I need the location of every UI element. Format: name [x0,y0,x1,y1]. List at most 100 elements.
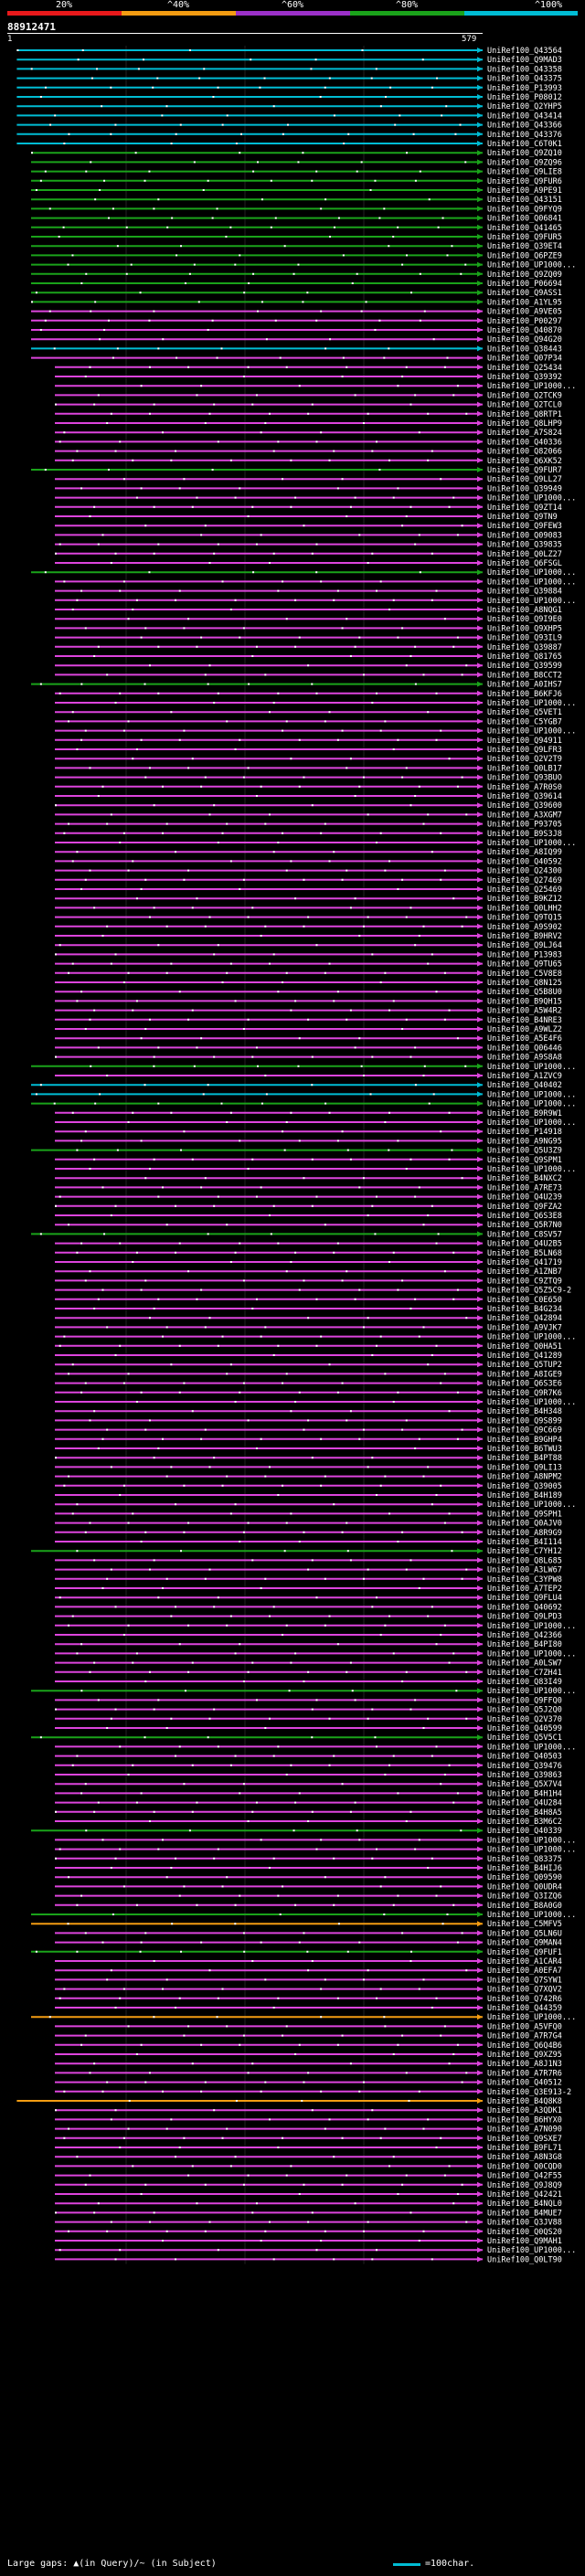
hit-label[interactable]: UniRef100_A8J1N3 [487,2060,562,2069]
hit-label[interactable]: UniRef100_Q2YHP5 [487,102,562,111]
hit-row[interactable]: UniRef100_A7S824 [55,429,562,438]
hit-label[interactable]: UniRef100_B9QH15 [487,997,562,1006]
hit-row[interactable]: UniRef100_A8N3G8 [55,2153,562,2162]
hit-row[interactable]: UniRef100_C5V8E8 [55,970,562,979]
hit-row[interactable]: UniRef100_Q38443 [31,345,562,354]
hit-label[interactable]: UniRef100_Q9FLU4 [487,1594,562,1603]
hit-row[interactable]: UniRef100_Q8RTP1 [55,410,562,419]
hit-row[interactable]: UniRef100_Q9FUR7 [31,466,562,475]
hit-row[interactable]: UniRef100_UP1000... [55,1500,576,1510]
hit-row[interactable]: UniRef100_Q9FEW3 [55,522,562,531]
hit-label[interactable]: UniRef100_C8SV57 [487,1230,562,1239]
hit-label[interactable]: UniRef100_UP1000... [487,1649,576,1659]
hit-row[interactable]: UniRef100_Q07P34 [31,355,562,364]
hit-label[interactable]: UniRef100_B5LN68 [487,1249,562,1258]
hit-row[interactable]: UniRef100_B8CCT2 [55,671,562,680]
hit-label[interactable]: UniRef100_Q39005 [487,1482,562,1491]
hit-label[interactable]: UniRef100_Q9TQ15 [487,914,562,923]
hit-label[interactable]: UniRef100_Q9LJ64 [487,941,562,950]
hit-row[interactable]: UniRef100_Q93IL9 [55,634,562,643]
hit-row[interactable]: UniRef100_A8IGE9 [55,1370,562,1379]
hit-label[interactable]: UniRef100_Q9LFR3 [487,746,562,755]
hit-row[interactable]: UniRef100_C9ZTQ9 [55,1277,562,1286]
hit-label[interactable]: UniRef100_UP1000... [487,699,576,708]
hit-row[interactable]: UniRef100_UP1000... [31,1063,576,1072]
hit-row[interactable]: UniRef100_Q742R6 [55,1995,562,2004]
hit-row[interactable]: UniRef100_B4NXC2 [55,1174,562,1183]
hit-label[interactable]: UniRef100_A8IQ99 [487,848,562,857]
hit-row[interactable]: UniRef100_Q39863 [55,1771,562,1780]
hit-row[interactable]: UniRef100_Q41289 [55,1352,562,1361]
hit-row[interactable]: UniRef100_UP1000... [55,1743,576,1752]
hit-row[interactable]: UniRef100_Q9SPM1 [55,1156,562,1165]
hit-label[interactable]: UniRef100_UP1000... [487,1687,576,1696]
hit-row[interactable]: UniRef100_B4G234 [55,1305,562,1314]
hit-row[interactable]: UniRef100_B6KFJ6 [55,690,562,699]
hit-row[interactable]: UniRef100_A8J1N3 [55,2060,562,2069]
hit-row[interactable]: UniRef100_Q83375 [55,1855,562,1864]
hit-label[interactable]: UniRef100_B4NQL0 [487,2200,562,2209]
hit-row[interactable]: UniRef100_UP1000... [55,1649,576,1659]
hit-label[interactable]: UniRef100_Q6FSGL [487,559,562,568]
hit-label[interactable]: UniRef100_Q6S3E6 [487,1380,562,1389]
hit-label[interactable]: UniRef100_C3YPW8 [487,1575,562,1585]
hit-row[interactable]: UniRef100_Q2V2T9 [55,755,562,764]
hit-label[interactable]: UniRef100_Q41289 [487,1352,562,1361]
hit-row[interactable]: UniRef100_UP1000... [31,568,576,578]
hit-label[interactable]: UniRef100_Q9XZ95 [487,2051,562,2060]
hit-label[interactable]: UniRef100_B4G234 [487,1305,562,1314]
hit-row[interactable]: UniRef100_UP1000... [55,1398,576,1407]
hit-row[interactable]: UniRef100_B6HYX0 [55,2115,562,2125]
hit-label[interactable]: UniRef100_Q2V2T9 [487,755,562,764]
hit-row[interactable]: UniRef100_A1YL95 [31,298,562,307]
hit-label[interactable]: UniRef100_A7RE73 [487,1183,562,1193]
hit-row[interactable]: UniRef100_UP1000... [31,1100,576,1109]
hit-label[interactable]: UniRef100_Q0LZ27 [487,550,562,559]
hit-label[interactable]: UniRef100_A7S824 [487,429,562,438]
hit-label[interactable]: UniRef100_UP1000... [487,1100,576,1109]
hit-label[interactable]: UniRef100_C6T0K1 [487,140,562,149]
hit-row[interactable]: UniRef100_B5LN68 [55,1249,562,1258]
hit-row[interactable]: UniRef100_B4NQL0 [55,2200,562,2209]
hit-row[interactable]: UniRef100_Q09083 [55,531,562,540]
hit-label[interactable]: UniRef100_B4I114 [487,1538,562,1547]
hit-row[interactable]: UniRef100_Q9FUF1 [31,1948,562,1957]
hit-row[interactable]: UniRef100_Q40599 [55,1724,562,1733]
hit-row[interactable]: UniRef100_Q5Z5C9-2 [55,1287,571,1296]
hit-row[interactable]: UniRef100_Q39005 [55,1482,562,1491]
hit-label[interactable]: UniRef100_B4PT88 [487,1454,562,1463]
hit-row[interactable]: UniRef100_Q41465 [31,224,562,233]
hit-label[interactable]: UniRef100_UP1000... [487,727,576,737]
hit-label[interactable]: UniRef100_Q4U284 [487,1799,562,1808]
hit-row[interactable]: UniRef100_UP1000... [31,1911,576,1920]
hit-label[interactable]: UniRef100_Q9MAH1 [487,2237,562,2246]
hit-row[interactable]: UniRef100_C6T0K1 [16,140,562,149]
hit-label[interactable]: UniRef100_Q7XQV2 [487,1986,562,1995]
hit-row[interactable]: UniRef100_Q5VET1 [55,708,562,717]
hit-row[interactable]: UniRef100_C3YPW8 [55,1575,562,1585]
hit-label[interactable]: UniRef100_A5W4R2 [487,1007,562,1016]
hit-row[interactable]: UniRef100_B4PT88 [55,1454,562,1463]
hit-row[interactable]: UniRef100_P13983 [55,950,562,959]
hit-label[interactable]: UniRef100_Q93BUO [487,774,562,783]
hit-row[interactable]: UniRef100_B4MUE7 [55,2209,562,2218]
hit-label[interactable]: UniRef100_B4HIJ6 [487,1864,562,1873]
hit-row[interactable]: UniRef100_B9QH15 [55,997,562,1006]
hit-row[interactable]: UniRef100_Q39392 [55,373,562,382]
hit-label[interactable]: UniRef100_B9R9W1 [487,1109,562,1118]
hit-label[interactable]: UniRef100_B6TWU3 [487,1445,562,1454]
hit-label[interactable]: UniRef100_Q9LPD3 [487,1613,562,1622]
hit-row[interactable]: UniRef100_UP1000... [55,1333,576,1342]
hit-row[interactable]: UniRef100_B6TWU3 [55,1445,562,1454]
hit-row[interactable]: UniRef100_P93705 [55,821,562,830]
hit-row[interactable]: UniRef100_P00297 [31,317,562,326]
hit-row[interactable]: UniRef100_Q9ASS1 [31,289,562,298]
hit-row[interactable]: UniRef100_Q9J8Q9 [55,2181,562,2190]
hit-row[interactable]: UniRef100_UP1000... [55,578,576,587]
hit-row[interactable]: UniRef100_Q9MAD3 [16,56,562,65]
hit-row[interactable]: UniRef100_UP1000... [55,699,576,708]
hit-label[interactable]: UniRef100_A8R9G9 [487,1529,562,1538]
hit-label[interactable]: UniRef100_A9VE05 [487,308,562,317]
hit-row[interactable]: UniRef100_A9S902 [55,923,562,932]
hit-label[interactable]: UniRef100_Q40402 [487,1081,562,1090]
